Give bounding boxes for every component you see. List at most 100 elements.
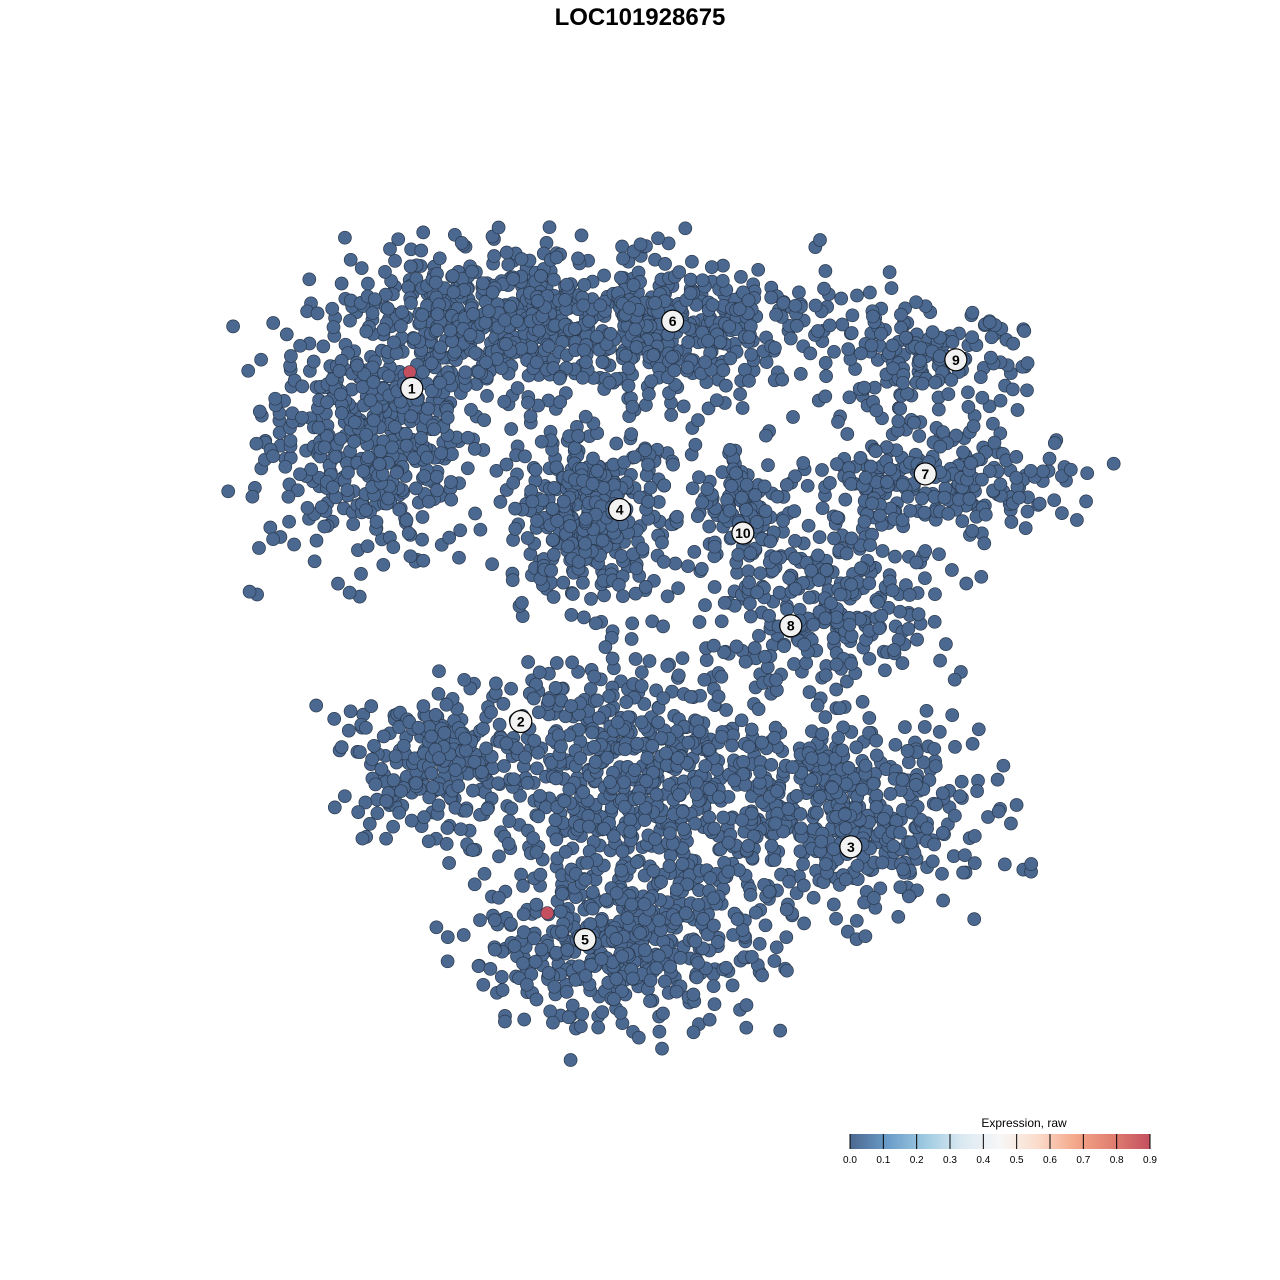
cell-point-cluster-8 <box>873 508 887 523</box>
cell-point-cluster-5 <box>456 928 471 942</box>
cell-point-cluster-2 <box>431 686 446 701</box>
cell-point-cluster-3 <box>909 778 923 792</box>
cell-point-cluster-5 <box>585 901 600 916</box>
cell-point-cluster-5 <box>804 751 819 766</box>
cell-point-cluster-1 <box>391 232 406 247</box>
cell-point-cluster-1 <box>361 450 375 465</box>
cell-point-cluster-5 <box>615 949 630 964</box>
cell-point-cluster-6 <box>602 375 617 390</box>
cell-point-cluster-10 <box>695 495 709 510</box>
cell-point-cluster-3 <box>826 897 841 912</box>
cell-point-cluster-1 <box>241 363 256 378</box>
cell-point-cluster-8 <box>827 531 841 546</box>
cell-point-cluster-3 <box>883 787 898 801</box>
cell-point-cluster-7 <box>975 472 989 487</box>
cell-point-cluster-6 <box>404 296 418 310</box>
cell-point-cluster-5 <box>479 741 493 756</box>
cell-point-cluster-2 <box>376 729 391 744</box>
cell-point-cluster-6 <box>742 330 756 345</box>
cell-point-cluster-6 <box>534 269 548 283</box>
cell-point-cluster-3 <box>997 857 1012 872</box>
cell-point-cluster-8 <box>762 608 776 623</box>
cell-point-cluster-6 <box>558 293 572 307</box>
cell-point-cluster-6 <box>579 355 593 370</box>
cell-point-cluster-7 <box>1018 521 1033 535</box>
cell-point-cluster-6 <box>575 370 590 385</box>
cell-point-cluster-7 <box>986 416 1000 431</box>
cell-point-cluster-8 <box>752 628 766 643</box>
cell-point-cluster-7 <box>868 444 883 458</box>
cell-point-cluster-6 <box>722 319 737 334</box>
cluster-label-text: 7 <box>921 466 929 482</box>
cell-point-cluster-5 <box>507 939 522 953</box>
cell-point-cluster-5 <box>706 891 721 906</box>
cell-point-cluster-6 <box>626 278 641 292</box>
cell-point-cluster-2 <box>367 738 381 753</box>
cell-point-cluster-1 <box>343 252 358 267</box>
cell-point-cluster-3 <box>829 911 843 926</box>
cell-point-cluster-9 <box>984 330 999 345</box>
cell-point-cluster-2 <box>497 759 511 773</box>
cell-point-cluster-3 <box>902 889 916 904</box>
cell-point-cluster-6 <box>433 375 448 390</box>
cell-point-cluster-5 <box>699 653 714 668</box>
cell-point-cluster-1 <box>311 420 326 435</box>
cell-point-cluster-4 <box>515 595 529 610</box>
cell-point-cluster-5 <box>467 877 482 892</box>
cell-point-cluster-5 <box>701 742 716 757</box>
cell-point-cluster-5 <box>624 897 639 912</box>
cell-point-cluster-5 <box>671 668 686 683</box>
cell-point-cluster-8 <box>910 632 924 647</box>
cell-point-cluster-6 <box>443 323 458 338</box>
cell-point-cluster-5 <box>476 977 491 992</box>
cell-point-cluster-7 <box>955 514 970 528</box>
cell-point-cluster-2 <box>364 699 379 713</box>
legend-title: Expression, raw <box>981 1116 1067 1130</box>
cell-point-cluster-6 <box>644 374 659 389</box>
cell-point-cluster-7 <box>880 475 894 490</box>
cell-point-cluster-5 <box>683 689 698 704</box>
cell-point-cluster-8 <box>829 657 844 672</box>
cell-point-cluster-9 <box>1005 382 1020 397</box>
cell-point-cluster-3 <box>967 912 982 926</box>
cell-point-cluster-9 <box>907 415 921 430</box>
cell-point-cluster-5 <box>531 745 545 760</box>
cell-point-cluster-5 <box>520 977 534 992</box>
cell-point-cluster-9 <box>925 325 940 339</box>
cell-point-cluster-1 <box>389 465 404 480</box>
cell-point-cluster-5 <box>428 708 443 722</box>
cell-point-cluster-9 <box>866 309 880 324</box>
cell-point-cluster-8 <box>974 569 989 584</box>
cell-point-cluster-6 <box>786 410 800 424</box>
cell-point-cluster-1 <box>284 349 298 363</box>
cell-point-cluster-9 <box>822 318 837 333</box>
cell-point-cluster-5 <box>634 679 649 693</box>
cell-point-cluster-5 <box>815 727 830 741</box>
cell-point-cluster-5 <box>741 839 756 853</box>
cell-point-cluster-1 <box>281 489 296 504</box>
cell-point-cluster-3 <box>971 722 986 737</box>
cell-point-cluster-5 <box>529 897 544 912</box>
cell-point-cluster-5 <box>480 802 495 816</box>
cell-point-cluster-5 <box>528 954 543 969</box>
cell-point-cluster-1 <box>421 494 436 509</box>
cell-point-cluster-3 <box>793 807 808 821</box>
cell-point-cluster-3 <box>900 744 915 758</box>
cell-point-cluster-5 <box>603 775 617 789</box>
cell-point-cluster-2 <box>448 763 463 777</box>
cluster-label-text: 1 <box>408 380 416 396</box>
cell-point-cluster-5 <box>656 619 670 634</box>
cell-point-cluster-6 <box>487 249 501 263</box>
cell-point-cluster-4 <box>561 539 575 554</box>
cell-point-cluster-7 <box>1009 450 1024 464</box>
cell-point-cluster-8 <box>901 622 916 636</box>
cell-point-cluster-2 <box>379 794 394 808</box>
cell-point-cluster-1 <box>429 469 444 484</box>
cell-point-cluster-9 <box>913 354 927 368</box>
cell-point-cluster-1 <box>300 500 315 515</box>
cell-point-cluster-6 <box>716 363 731 378</box>
cell-point-cluster-6 <box>440 410 455 425</box>
cell-point-cluster-3 <box>991 804 1006 819</box>
cell-point-cluster-2 <box>416 699 431 713</box>
cell-point-cluster-8 <box>862 651 877 666</box>
